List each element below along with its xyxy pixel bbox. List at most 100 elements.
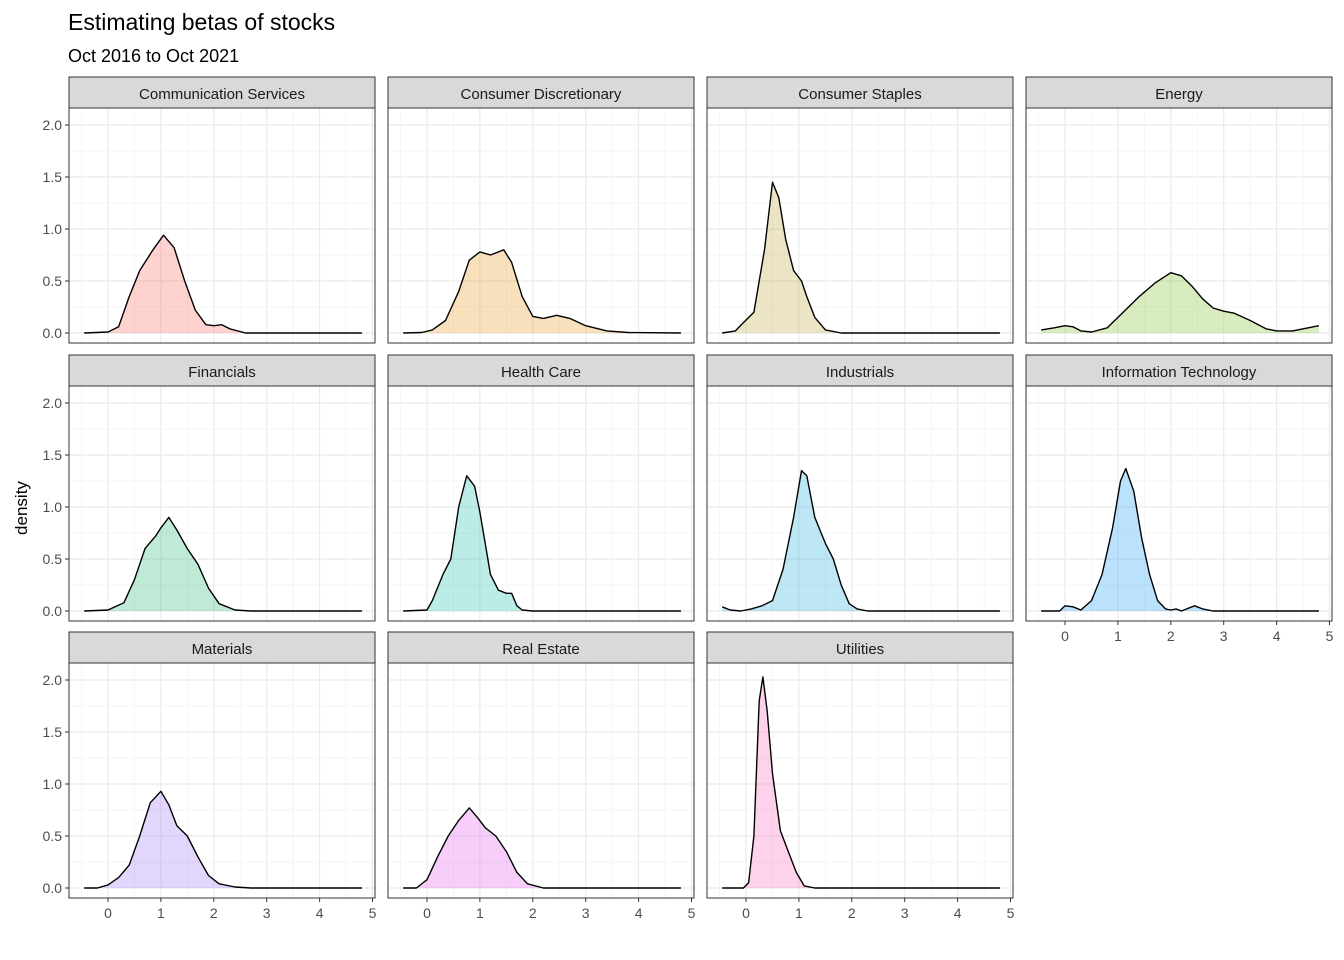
- y-tick-label: 0.0: [43, 880, 63, 896]
- facet-panel: Industrials: [706, 354, 1014, 622]
- chart-title: Estimating betas of stocks: [68, 9, 335, 35]
- facet-strip-label: Financials: [188, 364, 256, 381]
- panel-background: [69, 108, 375, 343]
- y-tick-label: 1.5: [43, 447, 63, 463]
- x-tick-label: 3: [582, 905, 590, 921]
- facet-strip: [68, 76, 376, 109]
- x-tick-label: 5: [1007, 905, 1015, 921]
- facet-panel: Energy: [1025, 76, 1333, 344]
- x-tick-label: 3: [1220, 628, 1228, 644]
- density-area: [1041, 272, 1319, 333]
- facet-panel: Consumer Discretionary: [387, 76, 695, 344]
- facet-strip-label: Utilities: [836, 641, 884, 658]
- facet-strip: [387, 76, 695, 109]
- x-tick-label: 3: [901, 905, 909, 921]
- panel-border: [1025, 107, 1333, 344]
- y-tick-label: 1.0: [43, 499, 63, 515]
- panel-border: [387, 662, 695, 899]
- density-line: [84, 516, 362, 612]
- x-tick-label: 5: [1326, 628, 1334, 644]
- density-area: [84, 791, 362, 888]
- panel-border: [387, 385, 695, 622]
- density-line: [403, 807, 681, 889]
- x-tick-label: 4: [954, 905, 962, 921]
- facet-strip-label: Information Technology: [1102, 364, 1257, 381]
- x-tick-label: 2: [848, 905, 856, 921]
- density-area: [722, 182, 1000, 333]
- panel-border: [706, 662, 1014, 899]
- x-tick-label: 0: [1061, 628, 1069, 644]
- density-line: [721, 469, 1000, 612]
- density-line: [1041, 272, 1320, 333]
- y-tick-label: 0.0: [43, 325, 63, 341]
- panel-background: [69, 386, 375, 621]
- density-line: [1041, 467, 1319, 612]
- panel-border: [1025, 385, 1333, 622]
- density-area: [84, 235, 362, 333]
- y-axis-title: density: [12, 481, 31, 535]
- facet-panel: Real Estate 0 1 2 3 4 5: [387, 631, 696, 921]
- facet-panel: Utilities 0 1 2 3 4 5: [706, 631, 1015, 921]
- x-tick-label: 3: [263, 905, 271, 921]
- facet-strip: [706, 76, 1014, 109]
- panel-background: [69, 663, 375, 898]
- density-area: [403, 475, 681, 611]
- density-line: [403, 249, 681, 334]
- x-tick-label: 5: [688, 905, 696, 921]
- y-tick-label: 0.5: [43, 273, 63, 289]
- density-area: [1041, 468, 1319, 611]
- x-tick-label: 1: [795, 905, 803, 921]
- facet-panels: Communication Services 0.0 0.5 1.0 1.5 2.0 Con…: [43, 76, 1334, 921]
- y-tick-label: 0.5: [43, 551, 63, 567]
- x-tick-label: 0: [104, 905, 112, 921]
- y-tick-label: 2.0: [43, 395, 63, 411]
- density-area: [84, 517, 362, 611]
- facet-strip: [1025, 76, 1333, 109]
- facet-panel: Health Care: [387, 354, 695, 622]
- x-tick-label: 0: [423, 905, 431, 921]
- panel-border: [68, 662, 376, 899]
- x-tick-label: 2: [529, 905, 537, 921]
- panel-background: [707, 108, 1013, 343]
- y-tick-label: 0.0: [43, 603, 63, 619]
- panel-background: [1026, 386, 1332, 621]
- density-line: [84, 234, 362, 334]
- x-tick-label: 2: [210, 905, 218, 921]
- facet-strip-label: Consumer Staples: [798, 86, 921, 103]
- panel-border: [387, 107, 695, 344]
- facet-strip-label: Communication Services: [139, 86, 305, 103]
- x-tick-label: 4: [635, 905, 643, 921]
- panel-border: [68, 385, 376, 622]
- panel-background: [388, 663, 694, 898]
- x-tick-label: 5: [369, 905, 377, 921]
- facet-strip-label: Materials: [192, 641, 253, 658]
- facet-panel: Financials 0.0 0.5 1.0 1.5 2.0: [43, 354, 376, 622]
- panel-border: [68, 107, 376, 344]
- panel-background: [388, 386, 694, 621]
- panel-border: [706, 385, 1014, 622]
- facet-strip: [68, 354, 376, 387]
- x-tick-label: 1: [476, 905, 484, 921]
- density-line: [722, 676, 1000, 889]
- x-tick-label: 0: [742, 905, 750, 921]
- density-line: [403, 475, 681, 612]
- y-tick-label: 1.0: [43, 776, 63, 792]
- facet-strip-label: Energy: [1155, 86, 1203, 103]
- y-tick-label: 1.5: [43, 169, 63, 185]
- density-line: [722, 181, 1000, 334]
- facet-strip-label: Consumer Discretionary: [461, 86, 622, 103]
- x-tick-label: 4: [316, 905, 324, 921]
- x-tick-label: 4: [1273, 628, 1281, 644]
- facet-strip: [1025, 354, 1333, 387]
- y-tick-label: 1.0: [43, 221, 63, 237]
- facet-panel: Communication Services 0.0 0.5 1.0 1.5 2.0: [43, 76, 376, 344]
- facet-strip-label: Industrials: [826, 364, 894, 381]
- y-tick-label: 1.5: [43, 724, 63, 740]
- panel-border: [706, 107, 1014, 344]
- panel-background: [1026, 108, 1332, 343]
- y-tick-label: 2.0: [43, 672, 63, 688]
- facet-strip: [68, 631, 376, 664]
- facet-strip: [387, 631, 695, 664]
- density-line: [84, 790, 362, 889]
